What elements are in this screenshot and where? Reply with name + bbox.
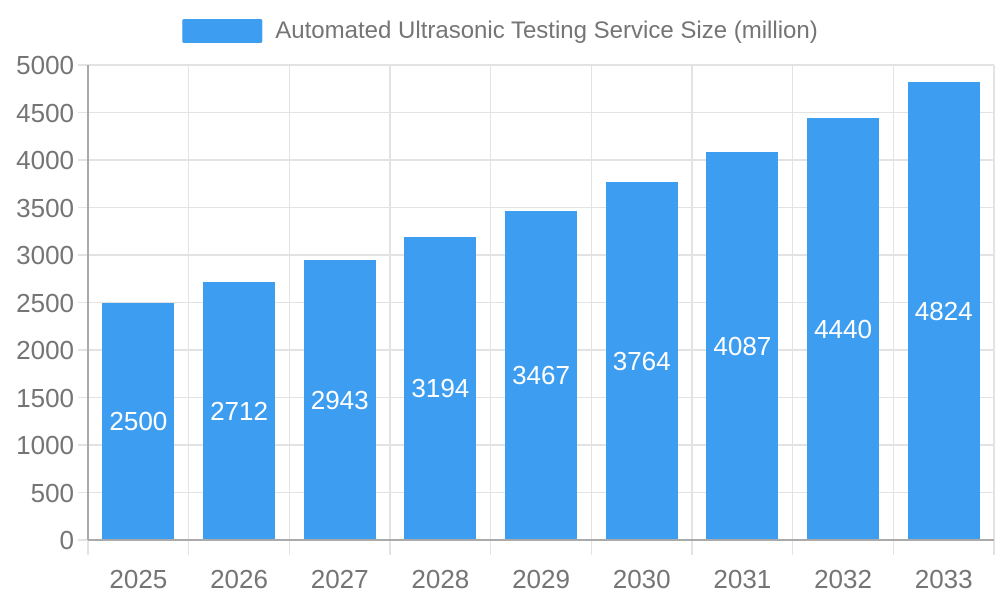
y-axis-tick-label: 4500: [16, 97, 74, 128]
y-axis-tick-label: 3500: [16, 192, 74, 223]
y-axis-tick-label: 4000: [16, 145, 74, 175]
y-axis-tick: [78, 254, 88, 256]
bar[interactable]: 3194: [404, 236, 477, 540]
bar[interactable]: 3467: [505, 210, 577, 540]
x-axis-tick: [590, 540, 593, 555]
h-gridline: [88, 64, 994, 66]
bar[interactable]: 4824: [907, 81, 980, 540]
y-axis-tick: [78, 444, 88, 446]
y-axis-tick: [78, 349, 88, 351]
x-axis-tick: [87, 540, 89, 555]
x-axis-tick: [993, 540, 995, 555]
x-axis-tick-label: 2033: [914, 564, 973, 594]
bar[interactable]: 2712: [203, 282, 275, 540]
y-axis-tick-label: 2500: [16, 287, 74, 318]
y-axis-tick: [78, 396, 88, 399]
y-axis-tick-label: 0: [59, 525, 74, 555]
y-axis-tick-label: 1500: [16, 382, 74, 413]
v-gridline: [187, 65, 190, 540]
y-axis-tick: [78, 206, 88, 209]
v-gridline: [993, 65, 995, 540]
x-axis-tick-label: 2026: [210, 564, 268, 594]
v-gridline: [389, 65, 391, 540]
bar-value-label: 3467: [512, 360, 570, 391]
x-axis-tick: [288, 540, 291, 555]
y-axis-tick: [78, 111, 88, 114]
x-axis-tick: [489, 540, 492, 555]
x-axis-tick-label: 2032: [814, 564, 872, 594]
bar[interactable]: 4087: [706, 151, 779, 540]
x-axis-tick: [389, 540, 391, 555]
bar-value-label: 4087: [713, 330, 772, 361]
x-axis-tick: [892, 540, 895, 555]
x-axis-tick: [791, 540, 794, 555]
v-gridline: [288, 65, 291, 540]
x-axis-tick-label: 2029: [512, 564, 570, 594]
x-axis-tick-label: 2025: [109, 564, 168, 594]
bar-value-label: 3764: [612, 346, 671, 377]
h-gridline: [88, 111, 994, 114]
v-gridline: [489, 65, 492, 540]
y-axis-tick: [78, 539, 88, 541]
bar[interactable]: 2943: [303, 260, 376, 540]
y-axis-tick: [78, 491, 88, 494]
legend-swatch: [182, 19, 263, 43]
y-axis-tick-label: 5000: [16, 50, 74, 80]
bar-value-label: 4824: [914, 295, 973, 326]
v-gridline: [590, 65, 593, 540]
bar[interactable]: 4440: [807, 118, 879, 540]
x-axis-line: [88, 539, 994, 541]
bar-value-label: 4440: [814, 314, 872, 345]
bar-value-label: 2943: [310, 385, 369, 416]
bar-value-label: 2500: [109, 406, 168, 437]
y-axis-tick: [78, 159, 88, 161]
bar-value-label: 3194: [411, 373, 470, 404]
y-axis-tick: [78, 301, 88, 304]
y-axis-tick-label: 500: [30, 477, 74, 508]
h-gridline: [88, 159, 994, 161]
bar[interactable]: 2500: [102, 302, 175, 540]
legend-label: Automated Ultrasonic Testing Service Siz…: [275, 17, 818, 44]
x-axis-tick-label: 2031: [713, 564, 772, 594]
h-gridline: [88, 206, 994, 209]
v-gridline: [691, 65, 693, 540]
y-axis-tick-label: 1000: [16, 430, 74, 460]
x-axis-tick-label: 2028: [411, 564, 470, 594]
v-gridline: [791, 65, 794, 540]
y-axis-tick: [78, 64, 88, 66]
bar-value-label: 2712: [210, 396, 268, 427]
y-axis-line: [87, 65, 89, 540]
x-axis-tick-label: 2027: [310, 564, 369, 594]
y-axis-tick-label: 2000: [16, 335, 74, 365]
legend-item[interactable]: Automated Ultrasonic Testing Service Siz…: [182, 17, 818, 45]
x-axis-tick-label: 2030: [612, 564, 671, 594]
x-axis-tick: [187, 540, 190, 555]
bar[interactable]: 3764: [605, 182, 678, 540]
v-gridline: [892, 65, 895, 540]
plot-area: 0 500 1000 1500 2000 2500 3000 3500 4000 4500 5000…: [16, 50, 995, 594]
x-axis-tick: [691, 540, 693, 555]
y-axis-tick-label: 3000: [16, 240, 74, 270]
